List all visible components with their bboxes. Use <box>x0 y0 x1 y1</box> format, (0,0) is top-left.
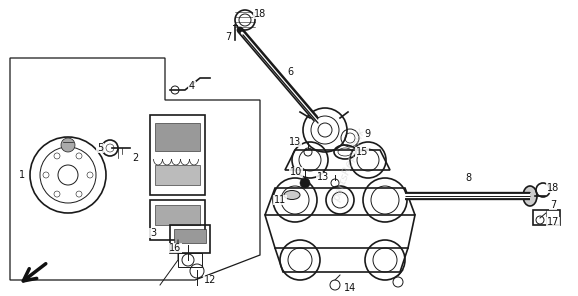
Text: 4: 4 <box>189 81 195 91</box>
Bar <box>150 115 205 195</box>
Text: 16: 16 <box>169 243 181 253</box>
Text: partsRepublik: partsRepublik <box>332 127 368 203</box>
Text: 11: 11 <box>274 195 286 205</box>
Text: 12: 12 <box>204 275 216 285</box>
Bar <box>170 225 210 253</box>
Text: 17: 17 <box>547 217 559 227</box>
Bar <box>155 123 200 151</box>
Text: 14: 14 <box>344 283 356 293</box>
Bar <box>174 229 206 243</box>
Bar <box>155 165 200 185</box>
Ellipse shape <box>284 191 300 200</box>
Text: 8: 8 <box>465 173 471 183</box>
Text: 13: 13 <box>289 137 301 147</box>
Circle shape <box>300 178 310 188</box>
Text: 1: 1 <box>19 170 25 180</box>
Bar <box>155 205 200 225</box>
Text: 7: 7 <box>225 32 231 42</box>
Text: 13: 13 <box>317 172 329 182</box>
Text: 18: 18 <box>254 9 266 19</box>
Text: 15: 15 <box>356 147 368 157</box>
Text: 18: 18 <box>547 183 559 193</box>
Text: 6: 6 <box>287 67 293 77</box>
Text: 5: 5 <box>97 143 103 153</box>
Text: 2: 2 <box>132 153 138 163</box>
Text: 7: 7 <box>550 200 556 210</box>
Circle shape <box>61 138 75 152</box>
Ellipse shape <box>523 186 537 206</box>
Bar <box>150 200 205 240</box>
Bar <box>178 253 202 267</box>
Text: 3: 3 <box>150 228 156 238</box>
Text: 10: 10 <box>290 167 302 177</box>
Text: 9: 9 <box>364 129 370 139</box>
